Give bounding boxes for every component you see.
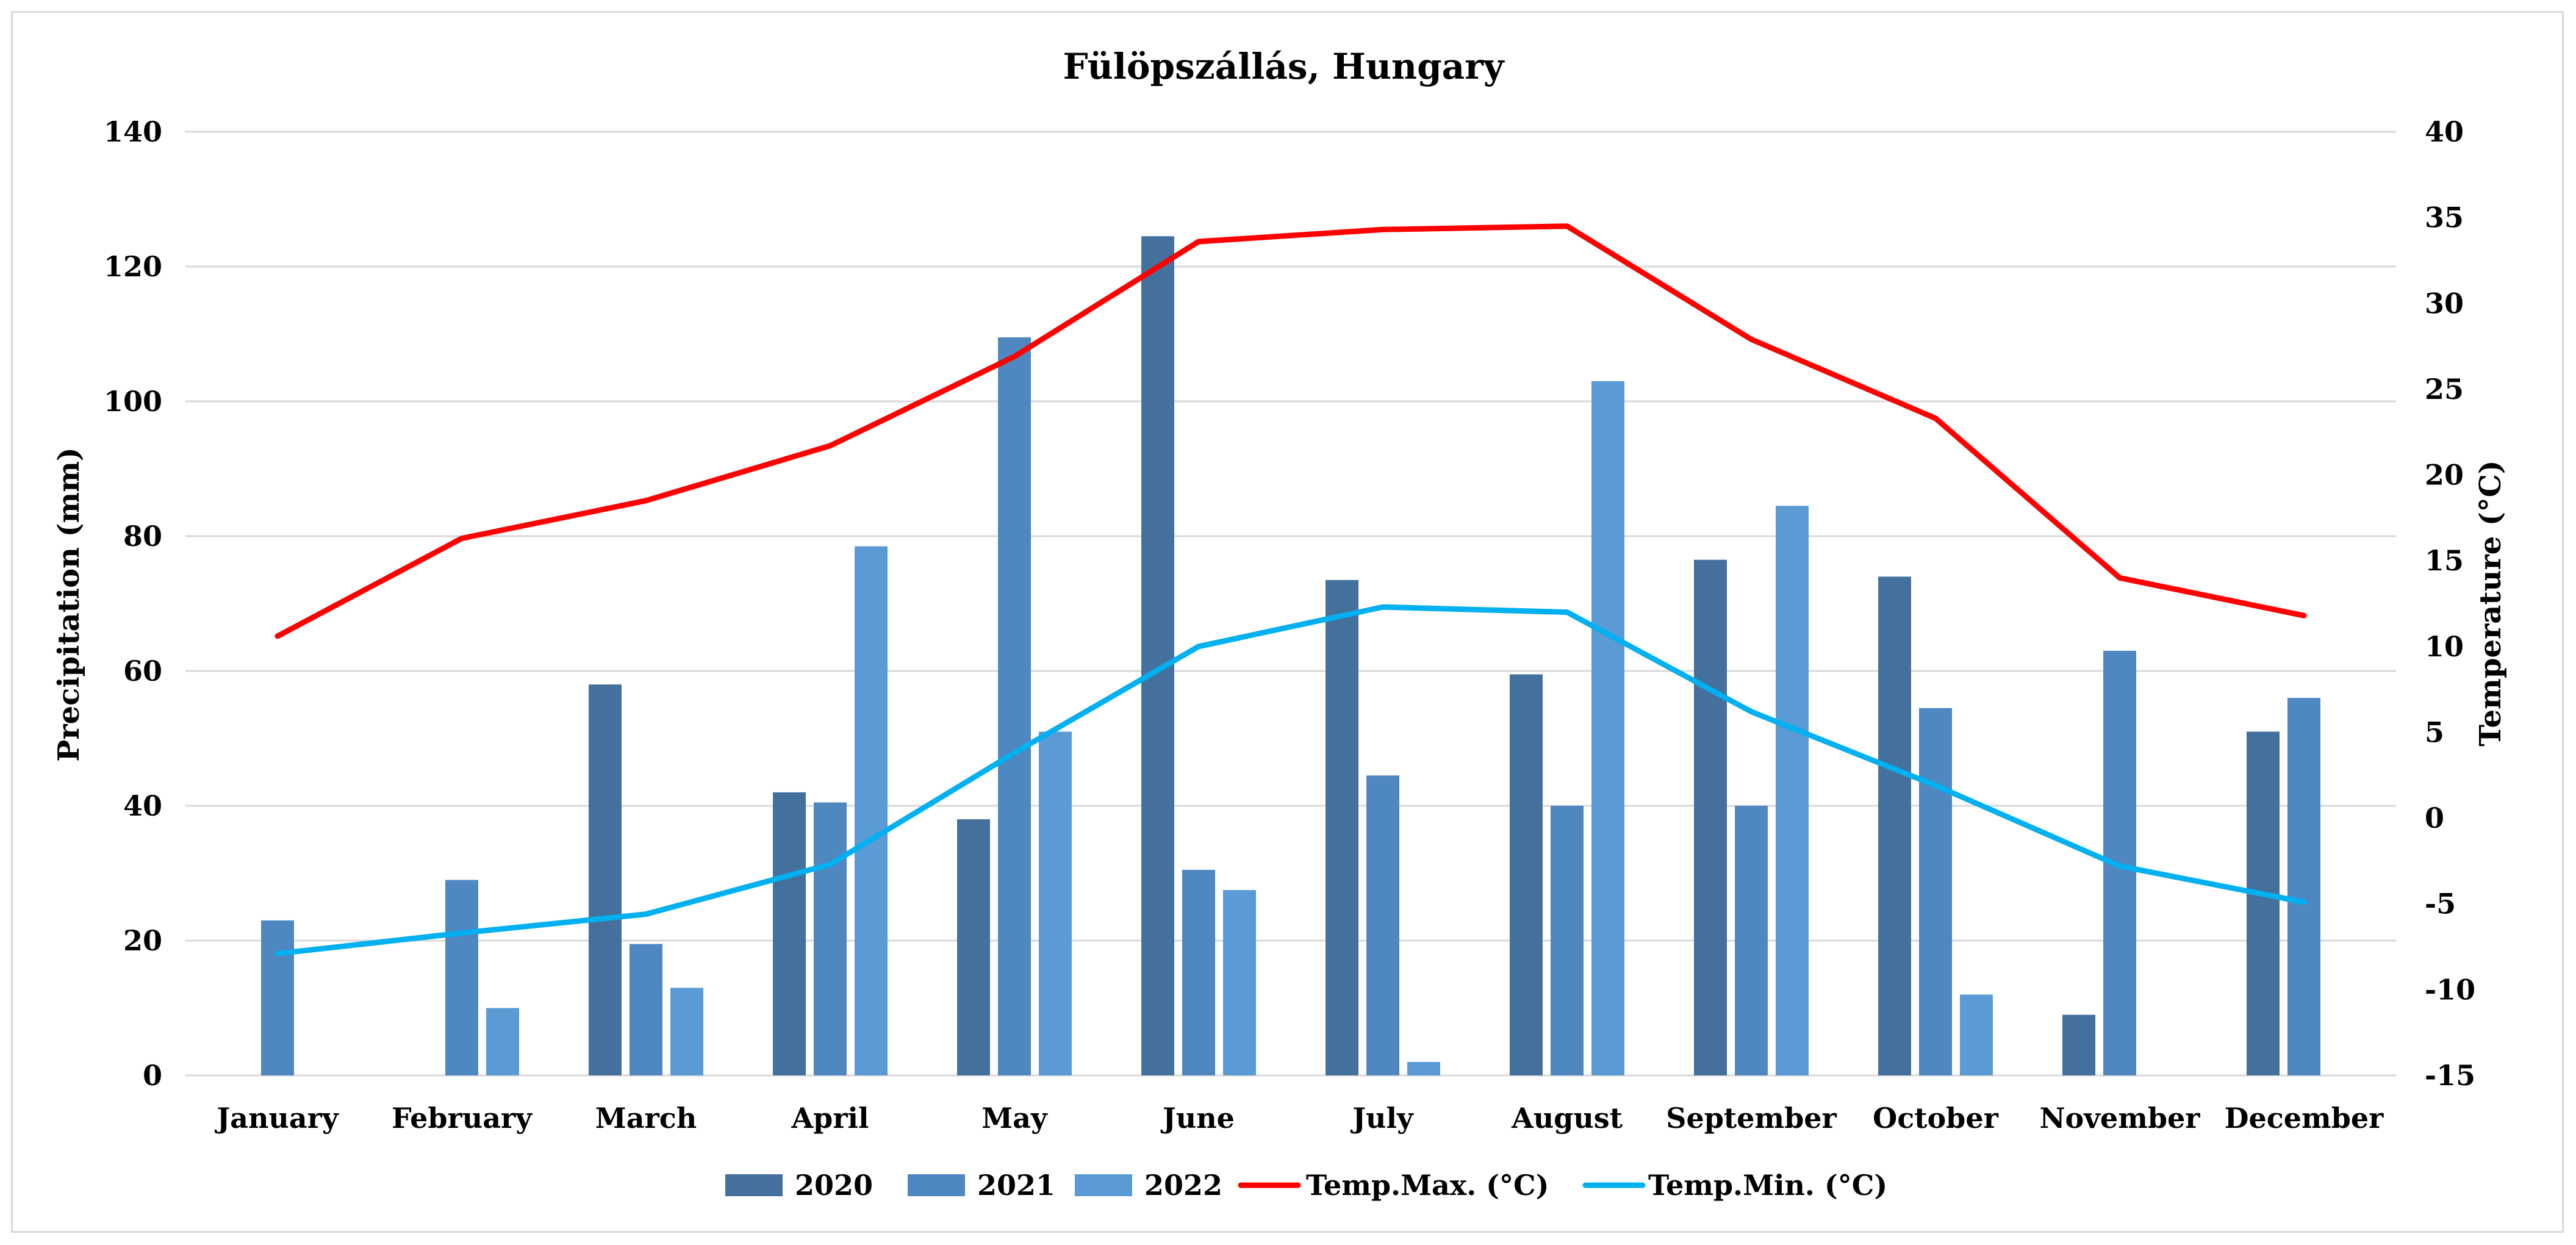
bar (1407, 1061, 1440, 1075)
x-category-label: April (791, 1102, 869, 1135)
bar (2247, 731, 2280, 1075)
bar (1039, 731, 1072, 1075)
bar (957, 819, 990, 1075)
bar (1591, 381, 1624, 1075)
y2-tick-label: -5 (2425, 888, 2456, 920)
bar (1223, 890, 1256, 1075)
bar-series-2020 (589, 236, 2280, 1075)
bar (670, 988, 703, 1075)
legend-label: Temp.Min. (°C) (1648, 1169, 1887, 1202)
line-series-path (274, 223, 2307, 639)
legend-label: 2021 (977, 1169, 1055, 1202)
y2-axis-ticks: -15 -10 -5 0 5 10 15 20 25 30 35 40 (2425, 115, 2475, 1092)
bar (1182, 869, 1215, 1075)
gridlines (185, 131, 2396, 1077)
x-category-label: September (1666, 1102, 1837, 1135)
bar (773, 792, 806, 1075)
line-series (274, 223, 2307, 956)
bar (1326, 579, 1358, 1075)
chart-title: Fülöpszállás, Hungary (1063, 46, 1505, 87)
x-category-label: August (1511, 1102, 1623, 1135)
y2-axis-title: Temperature (°C) (2474, 460, 2508, 746)
y-tick-label: 100 (104, 385, 162, 418)
bar (261, 920, 294, 1075)
y2-tick-label: 25 (2425, 373, 2464, 406)
x-category-label: November (2039, 1102, 2200, 1135)
bar (1960, 994, 1993, 1075)
bar (445, 880, 478, 1075)
legend-label: Temp.Max. (°C) (1306, 1169, 1549, 1202)
bar (1878, 576, 1911, 1075)
legend-label: 2020 (795, 1169, 873, 1202)
bar (589, 684, 622, 1075)
x-category-label: October (1873, 1102, 1998, 1135)
bar (486, 1008, 519, 1075)
y-tick-label: 20 (123, 924, 162, 957)
x-category-label: December (2225, 1102, 2384, 1135)
y2-tick-label: -10 (2425, 973, 2475, 1006)
x-category-label: January (214, 1102, 339, 1135)
legend-swatch (725, 1174, 783, 1196)
bar-series-2022 (486, 381, 1993, 1075)
y-tick-label: 60 (123, 655, 162, 687)
bar (814, 802, 847, 1075)
y2-tick-label: 35 (2425, 201, 2464, 234)
legend-swatch (908, 1174, 965, 1196)
bar-series (261, 236, 2320, 1075)
bar (1919, 708, 1952, 1075)
x-category-label: June (1160, 1102, 1235, 1135)
bar (1694, 559, 1727, 1075)
y2-tick-label: 20 (2425, 459, 2464, 492)
chart-frame: Fülöpszállás, Hungary 0 20 40 60 80 100 120 140… (11, 11, 2564, 1233)
bar (630, 944, 662, 1075)
y2-tick-label: -15 (2425, 1059, 2475, 1092)
bar (855, 546, 888, 1075)
chart-svg: Fülöpszállás, Hungary 020406080100120140… (52, 46, 2508, 1202)
bar (1141, 236, 1174, 1075)
y2-tick-label: 15 (2425, 544, 2464, 577)
bar (2287, 698, 2320, 1075)
y2-tick-label: 0 (2425, 802, 2444, 834)
bar (1510, 674, 1543, 1075)
y2-tick-label: 5 (2425, 716, 2444, 748)
y-tick-label: 40 (123, 789, 162, 822)
bar (2062, 1014, 2095, 1075)
bar (1366, 775, 1399, 1075)
bar (998, 337, 1031, 1075)
x-axis-categories: January February March April May June July Augu… (214, 1102, 2384, 1135)
bar (1551, 806, 1584, 1075)
x-category-label: February (392, 1102, 533, 1135)
y2-tick-label: 30 (2425, 287, 2464, 320)
x-category-label: July (1350, 1102, 1414, 1135)
bar (1776, 506, 1809, 1075)
y-axis-title: Precipitation (mm) (52, 447, 86, 761)
line-series-path (274, 604, 2307, 956)
y2-tick-label: 40 (2425, 115, 2464, 148)
x-category-label: March (595, 1102, 697, 1135)
bar (1735, 806, 1768, 1075)
y-tick-label: 140 (104, 115, 162, 148)
legend-swatch (1075, 1174, 1132, 1196)
y2-tick-label: 10 (2425, 630, 2464, 663)
y-tick-label: 0 (143, 1059, 162, 1092)
legend-label: 2022 (1144, 1169, 1222, 1202)
y-tick-label: 80 (123, 520, 162, 553)
bar-series-2021 (261, 337, 2320, 1075)
y-axis-ticks: 0 20 40 60 80 100 120 140 (104, 115, 162, 1092)
x-category-label: May (981, 1102, 1048, 1135)
y-tick-label: 120 (104, 250, 162, 283)
legend: 2020 2021 2022 Temp.Max. (°C) Temp.Min. (°C) (725, 1169, 1887, 1202)
